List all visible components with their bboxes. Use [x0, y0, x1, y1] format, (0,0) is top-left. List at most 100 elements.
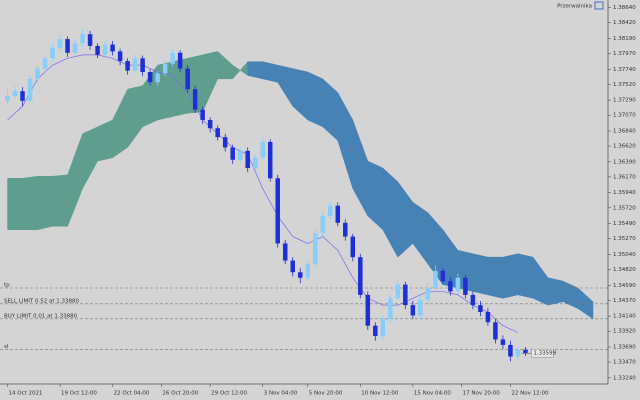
- y-tick-label: 1.33470: [613, 360, 636, 366]
- y-tick-label: 1.36170: [613, 174, 636, 180]
- candle-body: [207, 120, 213, 129]
- candle-body: [297, 272, 303, 278]
- candle-body: [478, 305, 483, 312]
- x-tick-label: 22 Oct 04:00: [114, 391, 150, 397]
- y-tick-label: 1.37290: [613, 98, 636, 104]
- candle-body: [155, 73, 160, 83]
- y-tick-label: 1.35040: [613, 252, 636, 258]
- x-tick-label: 17 Nov 20:00: [463, 391, 501, 397]
- cloud-segment: [22, 175, 38, 230]
- x-tick-label: 10 Nov 12:00: [361, 391, 399, 397]
- candle-body: [27, 78, 33, 101]
- y-tick-label: 1.37520: [613, 82, 636, 88]
- title-icon: [594, 1, 604, 10]
- x-tick-label: 22 Nov 12:00: [511, 391, 549, 397]
- chart-title: Przerwalnika: [557, 4, 592, 10]
- candle-body: [493, 322, 498, 340]
- candle-body: [132, 58, 138, 71]
- x-tick-label: 29 Oct 12:00: [211, 391, 247, 397]
- y-tick-label: 1.34370: [613, 298, 636, 304]
- candle-body: [380, 318, 386, 336]
- y-tick-label: 1.37070: [613, 113, 636, 119]
- candle-body: [425, 288, 431, 300]
- candle-body: [80, 34, 85, 44]
- candle-body: [365, 294, 371, 326]
- x-tick-label: 14 Oct 2021: [9, 391, 43, 397]
- y-tick-label: 1.33690: [613, 344, 636, 350]
- candle-body: [87, 34, 93, 46]
- candle-body: [222, 137, 228, 148]
- candle-body: [12, 91, 18, 96]
- candle-body: [463, 277, 468, 295]
- candle-body: [95, 45, 100, 55]
- y-tick-label: 1.37970: [613, 51, 636, 57]
- y-tick-label: 1.34590: [613, 283, 636, 289]
- candle-body: [192, 89, 198, 110]
- candle-body: [140, 58, 145, 72]
- cloud-segment: [97, 119, 113, 162]
- level-label: tp: [4, 283, 10, 289]
- y-tick-label: 1.38420: [613, 20, 636, 26]
- candle-body: [418, 299, 423, 316]
- x-tick-label: 15 Nov 04:00: [414, 391, 452, 397]
- candle-body: [237, 150, 243, 160]
- cloud-segment: [472, 253, 489, 296]
- y-tick-label: 1.33240: [613, 375, 636, 381]
- price-box: [531, 348, 554, 358]
- cloud-segment: [37, 175, 53, 231]
- y-tick-label: 1.34820: [613, 267, 636, 273]
- x-tick-label: 5 Nov 20:00: [309, 391, 343, 397]
- level-label: SELL LIMIT 0.52 at 1.33880: [4, 298, 80, 304]
- y-tick-label: 1.35490: [613, 221, 636, 227]
- y-tick-label: 1.36390: [613, 159, 636, 165]
- candle-body: [65, 39, 70, 53]
- price-label: 1.33599: [533, 351, 556, 357]
- candle-body: [455, 277, 461, 292]
- y-tick-label: 1.35720: [613, 205, 636, 211]
- candle-body: [72, 43, 78, 53]
- candle-body: [440, 270, 446, 282]
- candle-body: [245, 150, 250, 168]
- x-tick-label: 26 Oct 20:00: [162, 391, 198, 397]
- y-tick-label: 1.38190: [613, 36, 636, 42]
- y-tick-label: 1.36840: [613, 128, 636, 134]
- candle-body: [215, 128, 220, 138]
- candle-body: [448, 281, 453, 292]
- candle-body: [50, 48, 55, 59]
- candle-body: [500, 339, 506, 345]
- candle-body: [200, 109, 205, 120]
- cloud-segment: [262, 61, 278, 83]
- y-tick-label: 1.35270: [613, 236, 636, 242]
- candle-body: [42, 58, 48, 69]
- candle-body: [35, 68, 40, 79]
- candle-body: [147, 72, 153, 83]
- candle-body: [252, 157, 258, 168]
- candle-body: [350, 236, 356, 258]
- candle-body: [403, 284, 408, 306]
- cloud-segment: [307, 71, 324, 128]
- candle-body: [267, 141, 273, 179]
- candle-body: [328, 205, 333, 216]
- x-tick-label: 3 Nov 04:00: [264, 391, 298, 397]
- candle-body: [117, 51, 123, 62]
- candle-body: [125, 61, 130, 71]
- cloud-segment: [547, 277, 564, 306]
- candle-body: [373, 325, 378, 336]
- candle-body: [313, 233, 318, 264]
- candle-body: [185, 68, 190, 90]
- y-tick-label: 1.38640: [613, 5, 636, 11]
- cloud-segment: [517, 253, 534, 299]
- y-tick-label: 1.34140: [613, 314, 636, 320]
- candle-body: [523, 349, 528, 354]
- y-tick-label: 1.37740: [613, 67, 636, 73]
- candle-body: [320, 216, 326, 234]
- candle-body: [335, 205, 341, 223]
- candle-body: [358, 257, 363, 295]
- candle-body: [290, 260, 295, 273]
- candle-body: [433, 270, 438, 288]
- candle-body: [57, 39, 63, 48]
- candle-body: [275, 178, 280, 244]
- cloud-segment: [502, 253, 519, 299]
